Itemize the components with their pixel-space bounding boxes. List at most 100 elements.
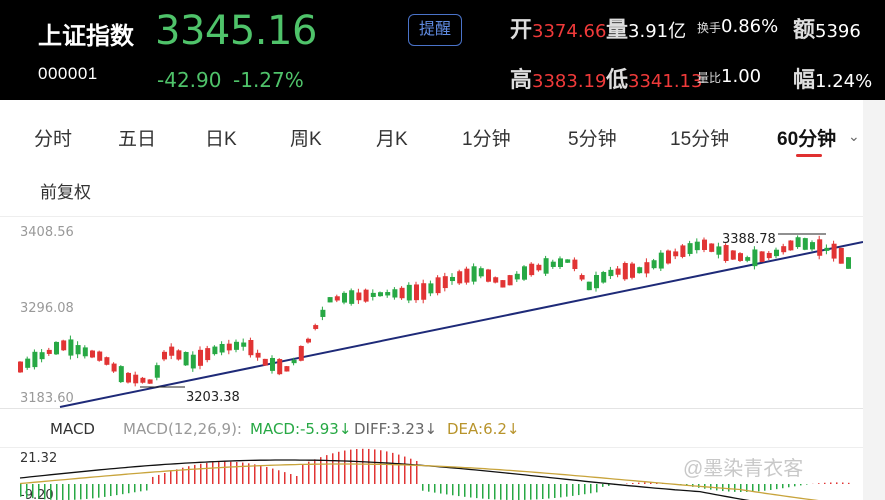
macd-histogram-bar xyxy=(806,484,808,485)
candle-body xyxy=(363,289,369,302)
candle-body xyxy=(90,350,95,358)
macd-histogram-bar xyxy=(500,484,502,500)
y-tick-bottom: 3183.60 xyxy=(20,391,74,406)
tab-daily-k[interactable]: 日K xyxy=(205,129,237,150)
candle-body xyxy=(349,290,355,304)
macd-histogram-bar xyxy=(596,484,598,493)
candle-body xyxy=(414,284,419,301)
candle-body xyxy=(68,339,74,356)
candle-body xyxy=(702,239,707,250)
dif-value: DIFF:3.23↓ xyxy=(354,420,438,438)
macd-histogram-bar xyxy=(608,484,610,486)
tab-60min[interactable]: 60分钟 xyxy=(777,129,837,150)
candle-body xyxy=(162,351,167,360)
high-annotation: 3388.78 xyxy=(722,232,776,247)
macd-histogram-bar xyxy=(722,484,724,492)
macd-histogram-bar xyxy=(194,464,196,484)
candle-body xyxy=(226,343,232,351)
adjust-selector[interactable]: 前复权 xyxy=(40,183,91,202)
candle-body xyxy=(658,252,664,269)
candle-body xyxy=(190,354,196,369)
macd-title[interactable]: MACD xyxy=(50,420,95,438)
price-change-pct: -1.27% xyxy=(233,68,304,92)
macd-histogram-bar xyxy=(632,482,634,484)
candle-body xyxy=(198,349,203,366)
stat-volume-ratio: 量比1.00 xyxy=(697,66,762,87)
macd-histogram-bar xyxy=(644,482,646,484)
macd-histogram-bar xyxy=(182,467,184,484)
candle-body xyxy=(608,269,614,277)
macd-histogram-bar xyxy=(50,484,52,500)
tab-monthly-k[interactable]: 月K xyxy=(376,129,408,150)
macd-histogram-bar xyxy=(152,476,154,484)
candle-body xyxy=(284,366,290,372)
macd-histogram-bar xyxy=(506,484,508,500)
candle-body xyxy=(565,259,571,263)
alert-button[interactable]: 提醒 xyxy=(408,14,462,46)
tab-intraday[interactable]: 分时 xyxy=(34,129,73,150)
candle-body xyxy=(46,349,52,354)
macd-histogram-bar xyxy=(566,484,568,497)
candle-body xyxy=(205,348,211,361)
candle-body xyxy=(219,343,225,353)
macd-chart: 21.32 -9.20 xyxy=(0,448,863,500)
macd-histogram-bar xyxy=(476,484,478,499)
macd-histogram-bar xyxy=(650,482,652,484)
candle-body xyxy=(637,267,643,274)
macd-histogram-bar xyxy=(740,484,742,492)
macd-histogram-bar xyxy=(248,463,250,484)
candle-body xyxy=(270,357,275,371)
tab-weekly-k[interactable]: 周K xyxy=(290,129,322,150)
candle-body xyxy=(802,238,808,250)
chevron-down-icon[interactable]: ⌄ xyxy=(848,128,860,144)
macd-histogram-bar xyxy=(44,484,46,500)
candle-body xyxy=(370,292,376,297)
tab-1min[interactable]: 1分钟 xyxy=(462,129,511,150)
candle-body xyxy=(154,365,160,378)
candlestick-chart[interactable]: 3408.56 3296.08 3183.60 3203.38 3388.78 xyxy=(0,216,863,408)
candle-body xyxy=(651,260,657,269)
macd-histogram-bar xyxy=(188,466,190,484)
macd-histogram-bar xyxy=(494,484,496,500)
macd-histogram-bar xyxy=(320,457,322,484)
candle-body xyxy=(486,269,491,282)
macd-histogram-bar xyxy=(32,484,34,499)
candle-body xyxy=(183,351,189,366)
tab-five-day[interactable]: 五日 xyxy=(118,129,157,150)
dea-line xyxy=(19,463,819,500)
candle-body xyxy=(522,266,527,280)
macd-histogram-bar xyxy=(56,484,58,500)
candle-body xyxy=(378,292,383,297)
macd-histogram-bar xyxy=(260,465,262,484)
candle-body xyxy=(745,257,751,261)
macd-histogram-bar xyxy=(206,462,208,484)
stat-high: 高3383.19 xyxy=(510,68,607,93)
candle-body xyxy=(25,358,31,368)
macd-histogram-bar xyxy=(794,484,796,487)
macd-histogram-bar xyxy=(848,482,850,484)
candle-body xyxy=(255,352,261,358)
candle-body xyxy=(342,292,347,303)
macd-histogram-bar xyxy=(314,459,316,484)
macd-histogram-bar xyxy=(134,484,136,493)
candle-body xyxy=(313,325,319,329)
period-tabs: 分时 五日 日K 周K 月K 1分钟 5分钟 15分钟 60分钟 xyxy=(0,100,863,172)
macd-histogram-bar xyxy=(602,484,604,487)
watermark-text: @墨染青衣客 xyxy=(683,458,804,480)
macd-histogram-bar xyxy=(362,448,364,484)
candle-body xyxy=(493,277,499,283)
macd-histogram-bar xyxy=(482,484,484,499)
tab-15min[interactable]: 15分钟 xyxy=(670,129,730,150)
macd-histogram-bar xyxy=(638,482,640,484)
macd-histogram-bar xyxy=(308,461,310,484)
candle-body xyxy=(615,268,621,275)
tab-5min[interactable]: 5分钟 xyxy=(568,129,617,150)
candle-body xyxy=(774,249,779,257)
macd-histogram-bar xyxy=(734,484,736,492)
macd-histogram-bar xyxy=(572,484,574,496)
candle-body xyxy=(464,268,470,283)
candle-body xyxy=(795,237,801,248)
quote-header: 上证指数 000001 3345.16 -42.90 -1.27% 提醒 开33… xyxy=(0,0,885,100)
stat-open: 开3374.66 xyxy=(510,18,607,43)
macd-histogram-bar xyxy=(524,484,526,500)
